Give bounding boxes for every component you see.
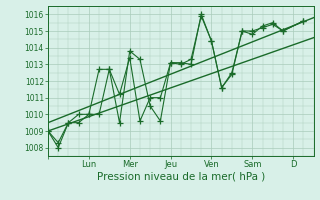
X-axis label: Pression niveau de la mer( hPa ): Pression niveau de la mer( hPa ) <box>97 172 265 182</box>
